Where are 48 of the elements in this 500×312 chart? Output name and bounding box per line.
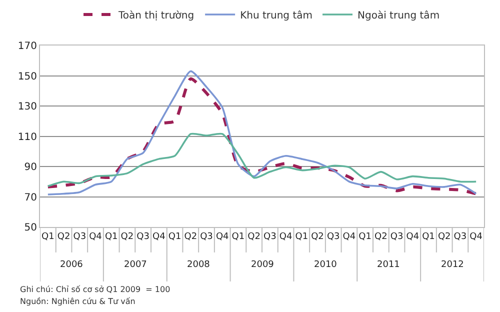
- x-tick-label: Q2: [311, 232, 324, 242]
- x-tick-label: Q4: [152, 232, 166, 242]
- x-tick-label: Q3: [136, 232, 150, 242]
- text: 2011: [377, 260, 400, 270]
- text: 2008: [187, 260, 210, 270]
- text: Ghi chú: Chỉ số cơ sở Q1 2009 = 100: [20, 285, 170, 294]
- x-tick-label: Q2: [184, 232, 198, 242]
- x-tick-label: Q3: [390, 232, 404, 242]
- x-tick-label: Q2: [438, 232, 451, 242]
- legend-label: Ngoài trung tâm: [358, 10, 440, 22]
- x-tick-label: Q3: [454, 232, 467, 242]
- text: 2009: [251, 260, 274, 270]
- x-tick-label: Q1: [104, 232, 118, 242]
- x-tick-label: Q2: [57, 232, 70, 242]
- x-tick-label: Q1: [422, 232, 435, 242]
- text: 2006: [60, 260, 84, 270]
- x-tick-label: Q2: [374, 232, 388, 242]
- y-tick-label: 170: [18, 41, 37, 52]
- x-tick-label: Q4: [89, 232, 102, 242]
- x-tick-label: Q4: [342, 232, 356, 242]
- y-tick-label: 130: [18, 102, 37, 112]
- x-tick-label: Q2: [248, 232, 260, 242]
- text: 2007: [124, 260, 147, 270]
- text: 2012: [441, 260, 464, 270]
- y-tick-label: 150: [18, 71, 37, 82]
- y-tick-label: 70: [24, 192, 37, 204]
- x-tick-label: Q1: [295, 232, 308, 242]
- x-tick-label: Q3: [200, 232, 213, 242]
- x-tick-label: Q1: [358, 232, 372, 242]
- x-tick-label: Q1: [42, 232, 54, 242]
- x-tick-label: Q4: [279, 232, 292, 242]
- x-tick-label: Q4: [216, 232, 230, 242]
- text: Nguồn: Nghiên cứu & Tư vấn: [20, 297, 136, 306]
- x-tick-label: Q4: [470, 232, 483, 242]
- legend-label: Toàn thị trường: [118, 10, 194, 22]
- x-tick-label: Q3: [326, 232, 340, 242]
- y-tick-label: 110: [18, 132, 37, 143]
- x-tick-label: Q1: [232, 232, 245, 242]
- legend-label: Khu trung tâm: [240, 10, 312, 22]
- y-tick-label: 90: [24, 162, 37, 173]
- text: 2010: [314, 260, 338, 270]
- x-tick-label: Q2: [120, 232, 134, 242]
- line-series: [47, 132, 477, 188]
- x-tick-label: Q3: [264, 232, 276, 242]
- y-tick-label: 50: [24, 222, 37, 234]
- x-tick-label: Q4: [406, 232, 420, 242]
- x-tick-label: Q3: [73, 232, 86, 242]
- x-tick-label: Q1: [168, 232, 182, 242]
